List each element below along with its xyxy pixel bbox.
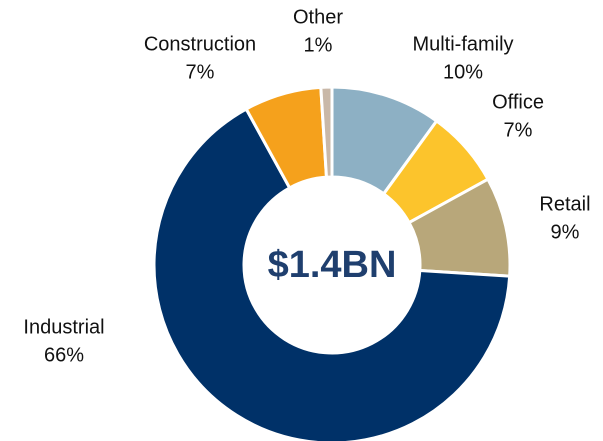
donut-slice (152, 106, 512, 441)
slice-value-label: 10% (443, 61, 483, 83)
slice-value-label: 7% (504, 119, 533, 141)
donut-slice (319, 85, 334, 179)
slice-label: Other (293, 6, 343, 28)
slice-value-label: 7% (186, 61, 215, 83)
slice-value-label: 1% (304, 34, 333, 56)
slice-label: Retail (539, 193, 590, 215)
slice-value-label: 9% (551, 221, 580, 243)
slice-label: Multi-family (412, 33, 513, 55)
slice-label: Construction (144, 33, 256, 55)
slice-label: Industrial (23, 316, 104, 338)
slice-label: Office (492, 91, 544, 113)
center-label: $1.4BN (268, 244, 397, 286)
slice-value-label: 66% (44, 344, 84, 366)
